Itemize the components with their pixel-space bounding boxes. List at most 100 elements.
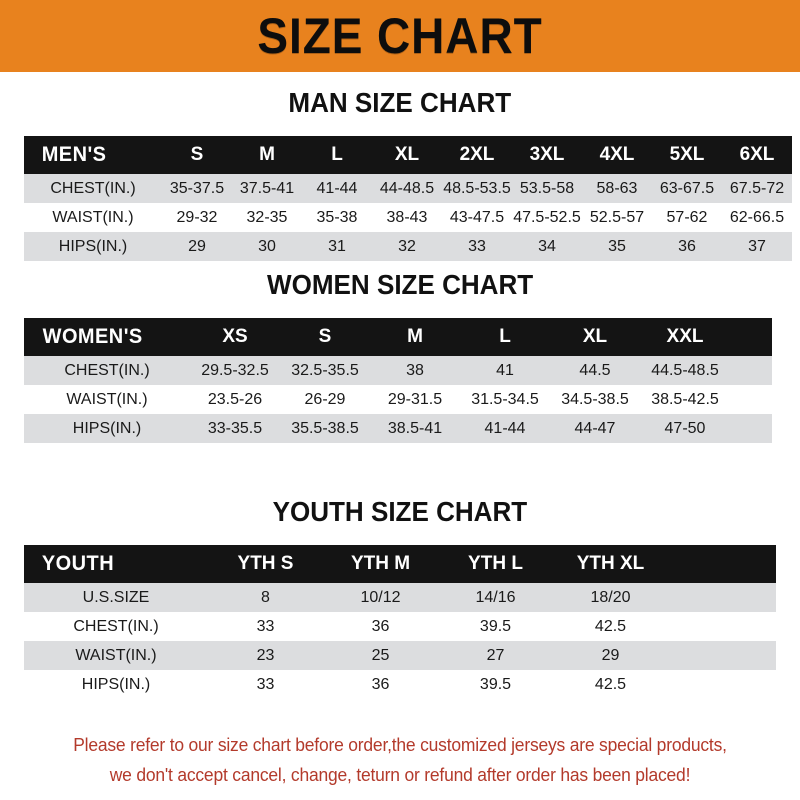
size-header-xs: XS <box>222 326 248 347</box>
row-label-hips-in-: HIPS(IN.) <box>58 237 128 255</box>
cell-value: 34.5-38.5 <box>561 390 629 408</box>
cell-value: 29-31.5 <box>387 390 443 408</box>
size-header-3xl: 3XL <box>529 144 565 165</box>
cell-value: 23 <box>256 646 275 664</box>
cell-value: 57-62 <box>666 208 708 226</box>
cell-value: 38 <box>406 361 424 379</box>
table-row: HIPS(IN.) 33-35.5 35.5-38.5 38.5-41 41-44 44-… <box>24 414 772 443</box>
cell-value: 10/12 <box>360 588 401 606</box>
table-row: WAIST(IN.) 23 25 27 29 <box>24 641 776 670</box>
cell-value: 29-32 <box>176 208 218 226</box>
size-header-m: M <box>259 144 275 165</box>
table-row: WAIST(IN.) 23.5-26 26-29 29-31.5 31.5-34.5 34… <box>24 385 772 414</box>
men-table-head: MEN'S S M L XL 2XL 3XL 4XL 5XL 6XL <box>24 136 792 174</box>
cell-value: 42.5 <box>594 617 627 635</box>
order-notice: Please refer to our size chart before or… <box>0 730 800 790</box>
cell-value: 35 <box>608 237 626 255</box>
youth-corner-label: YOUTH <box>24 545 208 583</box>
order-notice-line-1: Please refer to our size chart before or… <box>73 735 727 755</box>
size-header-s: S <box>318 326 332 347</box>
cell-empty <box>668 641 776 670</box>
row-label-waist-in-: WAIST(IN.) <box>66 390 148 408</box>
youth-table-body: U.S.SIZE 8 10/12 14/16 18/20 CHEST(IN.) 33 36 39… <box>24 583 776 699</box>
cell-value: 25 <box>371 646 390 664</box>
cell-value: 14/16 <box>475 588 516 606</box>
table-row: CHEST(IN.) 33 36 39.5 42.5 <box>24 612 776 641</box>
size-header-6xl: 6XL <box>739 144 775 165</box>
size-header-xxl: XXL <box>666 326 704 347</box>
man-section-title-text: MAN SIZE CHART <box>288 87 512 118</box>
youth-section-title: YOUTH SIZE CHART <box>0 497 800 527</box>
banner: SIZE CHART <box>0 0 800 72</box>
cell-value: 39.5 <box>479 617 512 635</box>
women-header-row: WOMEN'S XS S M L XL XXL <box>24 318 772 356</box>
cell-value: 29 <box>601 646 620 664</box>
cell-value: 37 <box>748 237 766 255</box>
women-size-table: WOMEN'S XS S M L XL XXL CHEST(IN.) 29.5-32.5 32… <box>24 318 772 443</box>
women-table: WOMEN'S XS S M L XL XXL CHEST(IN.) 29.5-32.5 32… <box>24 318 772 443</box>
women-section-title-text: WOMEN SIZE CHART <box>266 269 534 300</box>
cell-value: 26-29 <box>304 390 346 408</box>
women-corner-label: WOMEN'S <box>24 318 190 356</box>
cell-value: 29 <box>188 237 206 255</box>
cell-value: 62-66.5 <box>729 208 785 226</box>
cell-value: 32 <box>398 237 416 255</box>
youth-header-row: YOUTH YTH S YTH M YTH L YTH XL <box>24 545 776 583</box>
women-table-body: CHEST(IN.) 29.5-32.5 32.5-35.5 38 41 44.5 44.5… <box>24 356 772 443</box>
cell-empty <box>668 612 776 641</box>
table-row: U.S.SIZE 8 10/12 14/16 18/20 <box>24 583 776 612</box>
cell-value: 38.5-42.5 <box>651 390 719 408</box>
row-label-chest-in-: CHEST(IN.) <box>73 617 159 635</box>
cell-value: 39.5 <box>479 675 512 693</box>
size-header-yth-s: YTH S <box>237 553 294 574</box>
cell-value: 27 <box>486 646 505 664</box>
cell-value: 32.5-35.5 <box>291 361 359 379</box>
cell-empty <box>730 414 772 443</box>
table-row: CHEST(IN.) 29.5-32.5 32.5-35.5 38 41 44.5 44.5… <box>24 356 772 385</box>
row-label-hips-in-: HIPS(IN.) <box>72 419 142 437</box>
youth-table: YOUTH YTH S YTH M YTH L YTH XL U.S.SIZE 8 10/… <box>24 545 776 699</box>
youth-table-head: YOUTH YTH S YTH M YTH L YTH XL <box>24 545 776 583</box>
cell-value: 36 <box>371 675 390 693</box>
man-section-title: MAN SIZE CHART <box>0 88 800 118</box>
cell-value: 44-47 <box>574 419 616 437</box>
cell-value: 48.5-53.5 <box>443 179 511 197</box>
youth-size-table: YOUTH YTH S YTH M YTH L YTH XL U.S.SIZE 8 10/… <box>24 545 776 699</box>
table-row: CHEST(IN.) 35-37.5 37.5-41 41-44 44-48.5 48.5… <box>24 174 792 203</box>
cell-empty <box>668 583 776 612</box>
men-corner-label-text: MEN'S <box>41 143 107 166</box>
size-header-m: M <box>407 326 423 347</box>
size-header-l: L <box>331 144 343 165</box>
cell-empty <box>730 385 772 414</box>
cell-value: 18/20 <box>590 588 631 606</box>
cell-value: 44.5 <box>579 361 611 379</box>
cell-value: 41-44 <box>484 419 526 437</box>
cell-value: 31.5-34.5 <box>471 390 539 408</box>
cell-value: 23.5-26 <box>207 390 263 408</box>
size-header-l: L <box>499 326 511 347</box>
row-label-waist-in-: WAIST(IN.) <box>75 646 157 664</box>
cell-value: 38.5-41 <box>387 419 443 437</box>
cell-value: 35-37.5 <box>169 179 225 197</box>
cell-value: 47.5-52.5 <box>513 208 581 226</box>
men-table: MEN'S S M L XL 2XL 3XL 4XL 5XL 6XL CHEST(IN.) 35-… <box>24 136 792 261</box>
cell-value: 33 <box>256 617 275 635</box>
cell-value: 63-67.5 <box>659 179 715 197</box>
banner-title: SIZE CHART <box>257 8 543 64</box>
size-header-empty <box>668 545 776 583</box>
women-section-title: WOMEN SIZE CHART <box>0 270 800 300</box>
cell-value: 43-47.5 <box>449 208 505 226</box>
cell-value: 33-35.5 <box>207 419 263 437</box>
cell-empty <box>730 356 772 385</box>
men-header-row: MEN'S S M L XL 2XL 3XL 4XL 5XL 6XL <box>24 136 792 174</box>
cell-value: 33 <box>468 237 486 255</box>
men-corner-label: MEN'S <box>24 136 162 174</box>
cell-value: 42.5 <box>594 675 627 693</box>
table-row: HIPS(IN.) 29 30 31 32 33 34 35 36 37 <box>24 232 792 261</box>
cell-value: 35-38 <box>316 208 358 226</box>
cell-value: 67.5-72 <box>729 179 785 197</box>
cell-value: 44-48.5 <box>379 179 435 197</box>
cell-value: 35.5-38.5 <box>291 419 359 437</box>
women-table-head: WOMEN'S XS S M L XL XXL <box>24 318 772 356</box>
